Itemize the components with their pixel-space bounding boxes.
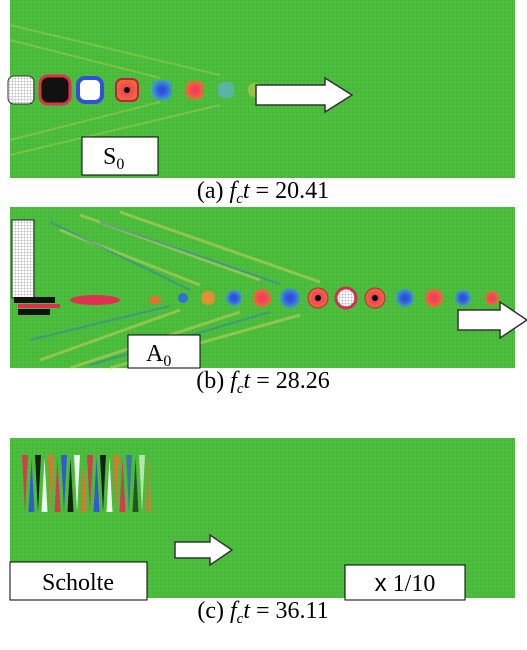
wave-packet <box>178 293 188 303</box>
caption: (c) fct = 36.11 <box>197 598 328 627</box>
wave-packet <box>201 291 215 305</box>
mode-label-text: A <box>146 341 164 367</box>
mode-label-subscript: 0 <box>116 156 124 173</box>
wave-packet <box>315 295 321 301</box>
caption-prefix: (c) <box>197 598 224 624</box>
wave-packet <box>425 289 443 307</box>
panel-b: A0 <box>10 207 527 370</box>
caption-prefix: (a) <box>197 178 224 204</box>
mode-label: Scholte <box>42 570 114 596</box>
wave-packet <box>152 80 172 100</box>
caption: (a) fct = 20.41 <box>197 178 329 207</box>
wave-packet <box>218 82 234 98</box>
wave-packet <box>396 289 414 307</box>
wave-packet <box>124 87 130 93</box>
wave-packet <box>253 289 271 307</box>
wave-packet <box>78 78 102 102</box>
panel-c: Scholte x 1/10 <box>10 438 515 600</box>
caption-value: 20.41 <box>275 178 329 204</box>
wave-packet <box>70 295 120 305</box>
wave-packet <box>149 296 161 304</box>
caption-variable: t <box>244 368 252 394</box>
caption-value: 28.26 <box>276 368 330 394</box>
wave-packet <box>186 81 204 99</box>
caption-equals: = <box>256 368 270 394</box>
wave-packet <box>280 288 300 308</box>
scale-value: 1/10 <box>393 571 436 597</box>
mode-label-subscript: 0 <box>163 353 171 370</box>
wave-packet <box>40 76 70 104</box>
caption-variable: t <box>243 598 251 624</box>
caption-equals: = <box>256 598 270 624</box>
panel-a: S0 <box>8 0 515 178</box>
caption-value: 36.11 <box>276 598 329 624</box>
figure: S0 (a) fct = 20.41 <box>0 0 527 650</box>
source <box>12 220 34 298</box>
wave-packet <box>372 295 378 301</box>
scale-symbol: x <box>375 570 387 597</box>
wave-packet <box>8 76 34 104</box>
wave-packet <box>485 291 499 305</box>
mode-label-text: S <box>103 144 116 170</box>
caption-variable: t <box>243 178 251 204</box>
scale-label: x 1/10 <box>375 570 436 597</box>
wave-packet <box>226 290 242 306</box>
caption: (b) fct = 28.26 <box>196 368 330 397</box>
caption-prefix: (b) <box>196 368 224 394</box>
wave-packet <box>336 288 356 308</box>
wave-packet <box>455 290 471 306</box>
caption-equals: = <box>256 178 270 204</box>
